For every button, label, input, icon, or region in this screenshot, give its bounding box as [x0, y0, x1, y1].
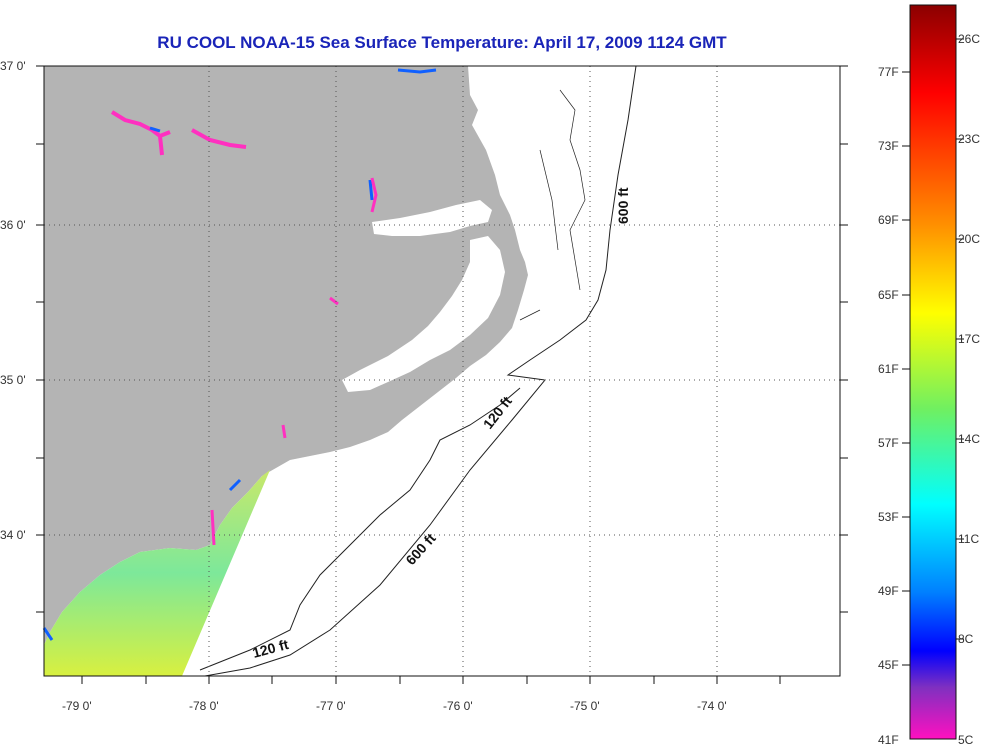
contour-600ft-north — [204, 65, 637, 677]
lat-label-37: 37 0' — [0, 59, 26, 73]
lat-label-35: 35 0' — [0, 373, 26, 387]
lon-label-78: -78 0' — [189, 699, 219, 713]
cb-fahrenheit-45: 45F — [878, 658, 899, 672]
cb-celsius-14: 14C — [958, 432, 981, 446]
cb-fahrenheit-73: 73F — [878, 139, 899, 153]
cb-celsius-20: 20C — [958, 232, 981, 246]
cb-celsius-8: 8C — [958, 632, 974, 646]
lon-label-77: -77 0' — [316, 699, 346, 713]
cb-fahrenheit-49: 49F — [878, 584, 899, 598]
inland-temp-patch-blue — [42, 68, 437, 641]
sst-swath — [44, 470, 270, 676]
colorbar-ticks — [902, 38, 964, 666]
lat-label-34: 34 0' — [0, 528, 26, 542]
lon-label-75: -75 0' — [570, 699, 600, 713]
cb-celsius-26: 26C — [958, 32, 981, 46]
lon-label-79: -79 0' — [62, 699, 92, 713]
lon-label-74: -74 0' — [697, 699, 727, 713]
pamlico-sound — [342, 236, 505, 392]
lon-label-76: -76 0' — [443, 699, 473, 713]
lat-label-36: 36 0' — [0, 218, 26, 232]
inland-temp-patch — [110, 110, 247, 156]
cb-fahrenheit-69: 69F — [878, 213, 899, 227]
contour-120ft — [199, 387, 521, 671]
cb-celsius-11: 11C — [958, 532, 980, 546]
cb-celsius-23: 23C — [958, 132, 981, 146]
cb-celsius-17: 17C — [958, 332, 981, 346]
axis-ticks — [36, 65, 848, 684]
cb-fahrenheit-61: 61F — [878, 362, 899, 376]
coastal-temp-patch — [210, 177, 378, 546]
cb-fahrenheit-65: 65F — [878, 288, 899, 302]
map-frame — [43, 65, 841, 677]
contour-label-600ft-north: 600 ft — [615, 187, 631, 224]
cb-fahrenheit-57: 57F — [878, 436, 899, 450]
albemarle-sound — [372, 200, 492, 236]
shelf-break-details — [519, 89, 586, 321]
cb-celsius-5: 5C — [958, 733, 974, 747]
cb-fahrenheit-53: 53F — [878, 510, 899, 524]
map-title: RU COOL NOAA-15 Sea Surface Temperature:… — [157, 33, 727, 52]
cb-fahrenheit-77: 77F — [878, 65, 899, 79]
land-mass — [44, 66, 528, 645]
grid-lines — [44, 66, 840, 676]
colorbar — [909, 4, 957, 740]
cb-fahrenheit-41: 41F — [878, 733, 899, 747]
